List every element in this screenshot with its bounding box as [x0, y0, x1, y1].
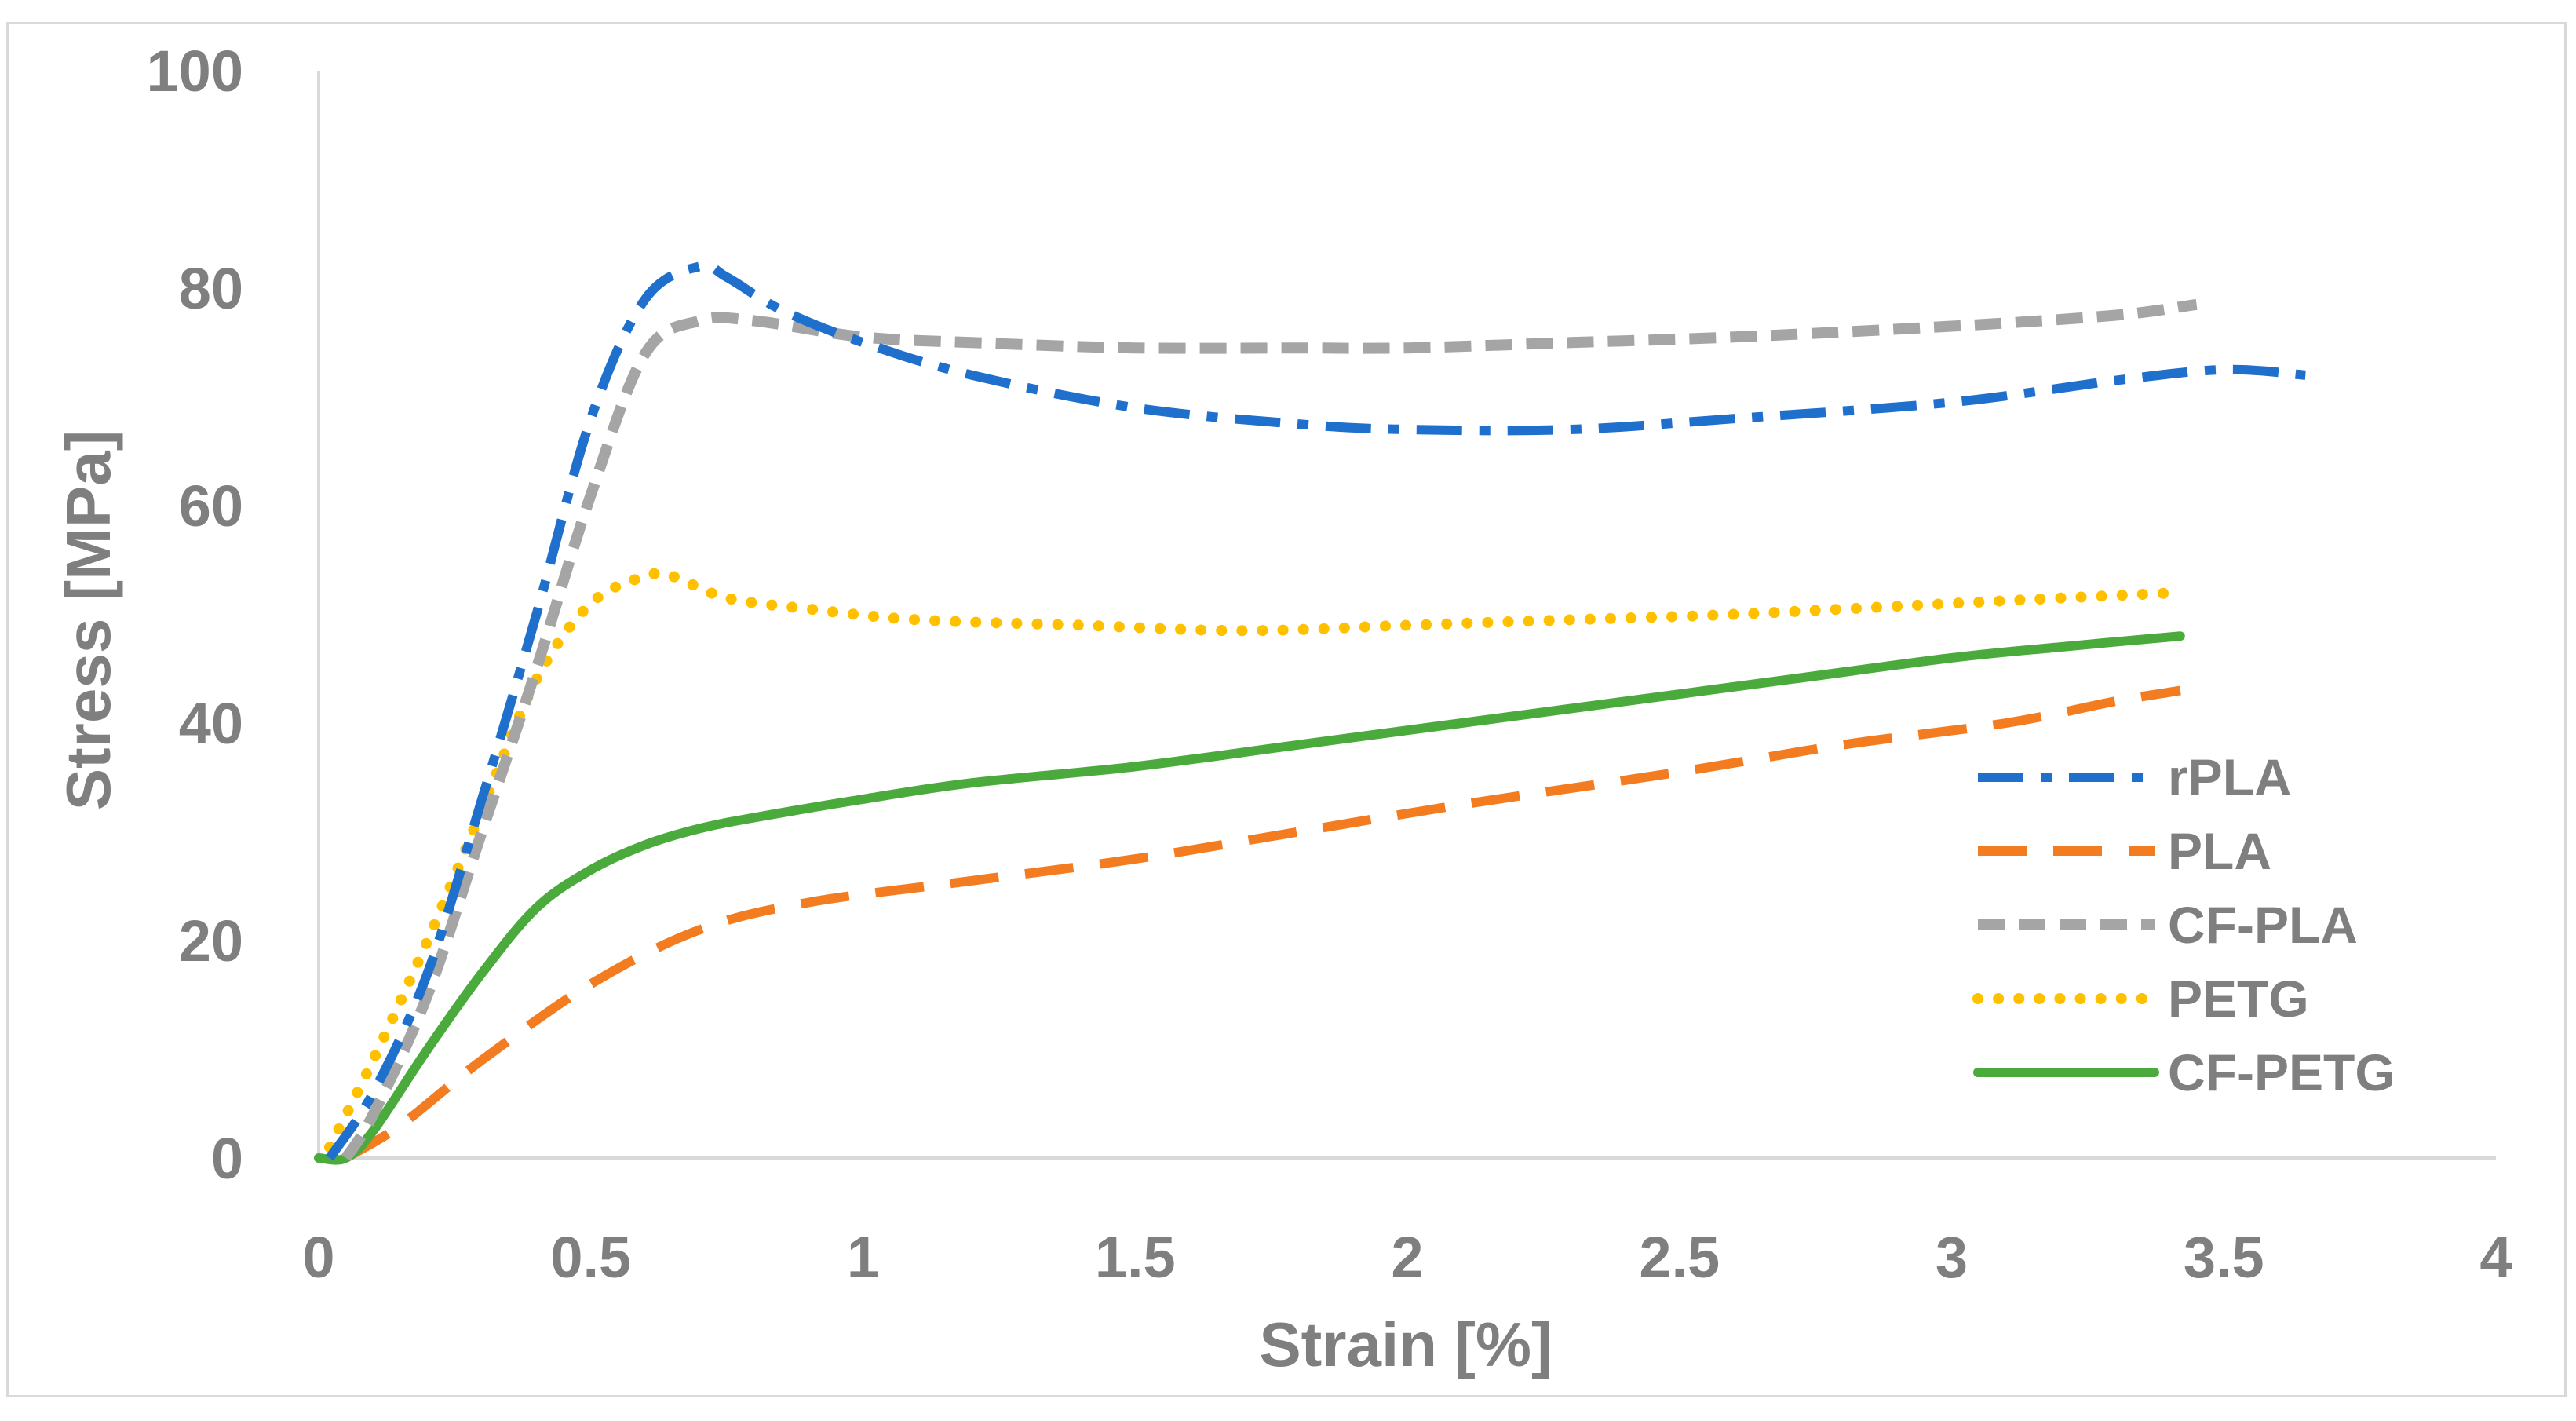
- x-tick-label: 0.5: [550, 1225, 631, 1290]
- y-tick-label: 60: [179, 473, 243, 539]
- x-tick-label: 4: [2479, 1225, 2512, 1290]
- legend-label: rPLA: [2168, 748, 2292, 806]
- chart-frame: [6, 22, 2567, 1397]
- x-tick-label: 3.5: [2184, 1225, 2264, 1290]
- y-tick-label: 0: [211, 1126, 243, 1191]
- legend-item-cf-petg: CF-PETG: [1973, 1043, 2395, 1101]
- x-axis-title: Strain [%]: [1259, 1310, 1552, 1379]
- y-axis-title: Stress [MPa]: [53, 430, 123, 811]
- series-line-cf-petg: [314, 631, 2185, 1165]
- x-tick-label: 2: [1391, 1225, 1423, 1290]
- legend-label: CF-PLA: [2168, 896, 2358, 954]
- y-tick-label: 20: [179, 908, 243, 974]
- legend-item-petg: PETG: [1972, 970, 2309, 1028]
- series-layer: [314, 261, 2306, 1165]
- legend-label: PLA: [2168, 822, 2271, 880]
- x-tick-label: 0: [302, 1225, 334, 1290]
- y-tick-label: 100: [147, 38, 243, 104]
- legend-item-rpla: rPLA: [1978, 748, 2292, 806]
- series-line-cf-pla: [341, 298, 2198, 1161]
- x-tick-label: 2.5: [1639, 1225, 1720, 1290]
- x-tick-label: 1: [847, 1225, 879, 1290]
- legend-item-pla: PLA: [1978, 822, 2271, 880]
- x-tick-label: 1.5: [1095, 1225, 1176, 1290]
- series-line-pla: [343, 685, 2181, 1163]
- legend-label: CF-PETG: [2168, 1043, 2395, 1101]
- y-tick-label: 40: [179, 691, 243, 756]
- series-line-rpla: [325, 261, 2306, 1161]
- x-tick-label: 3: [1936, 1225, 1968, 1290]
- y-tick-label: 80: [179, 256, 243, 321]
- legend-label: PETG: [2168, 970, 2309, 1028]
- legend-item-cf-pla: CF-PLA: [1978, 896, 2358, 954]
- legend: rPLA PLA CF-PLA PETG CF-PETG: [1972, 748, 2395, 1101]
